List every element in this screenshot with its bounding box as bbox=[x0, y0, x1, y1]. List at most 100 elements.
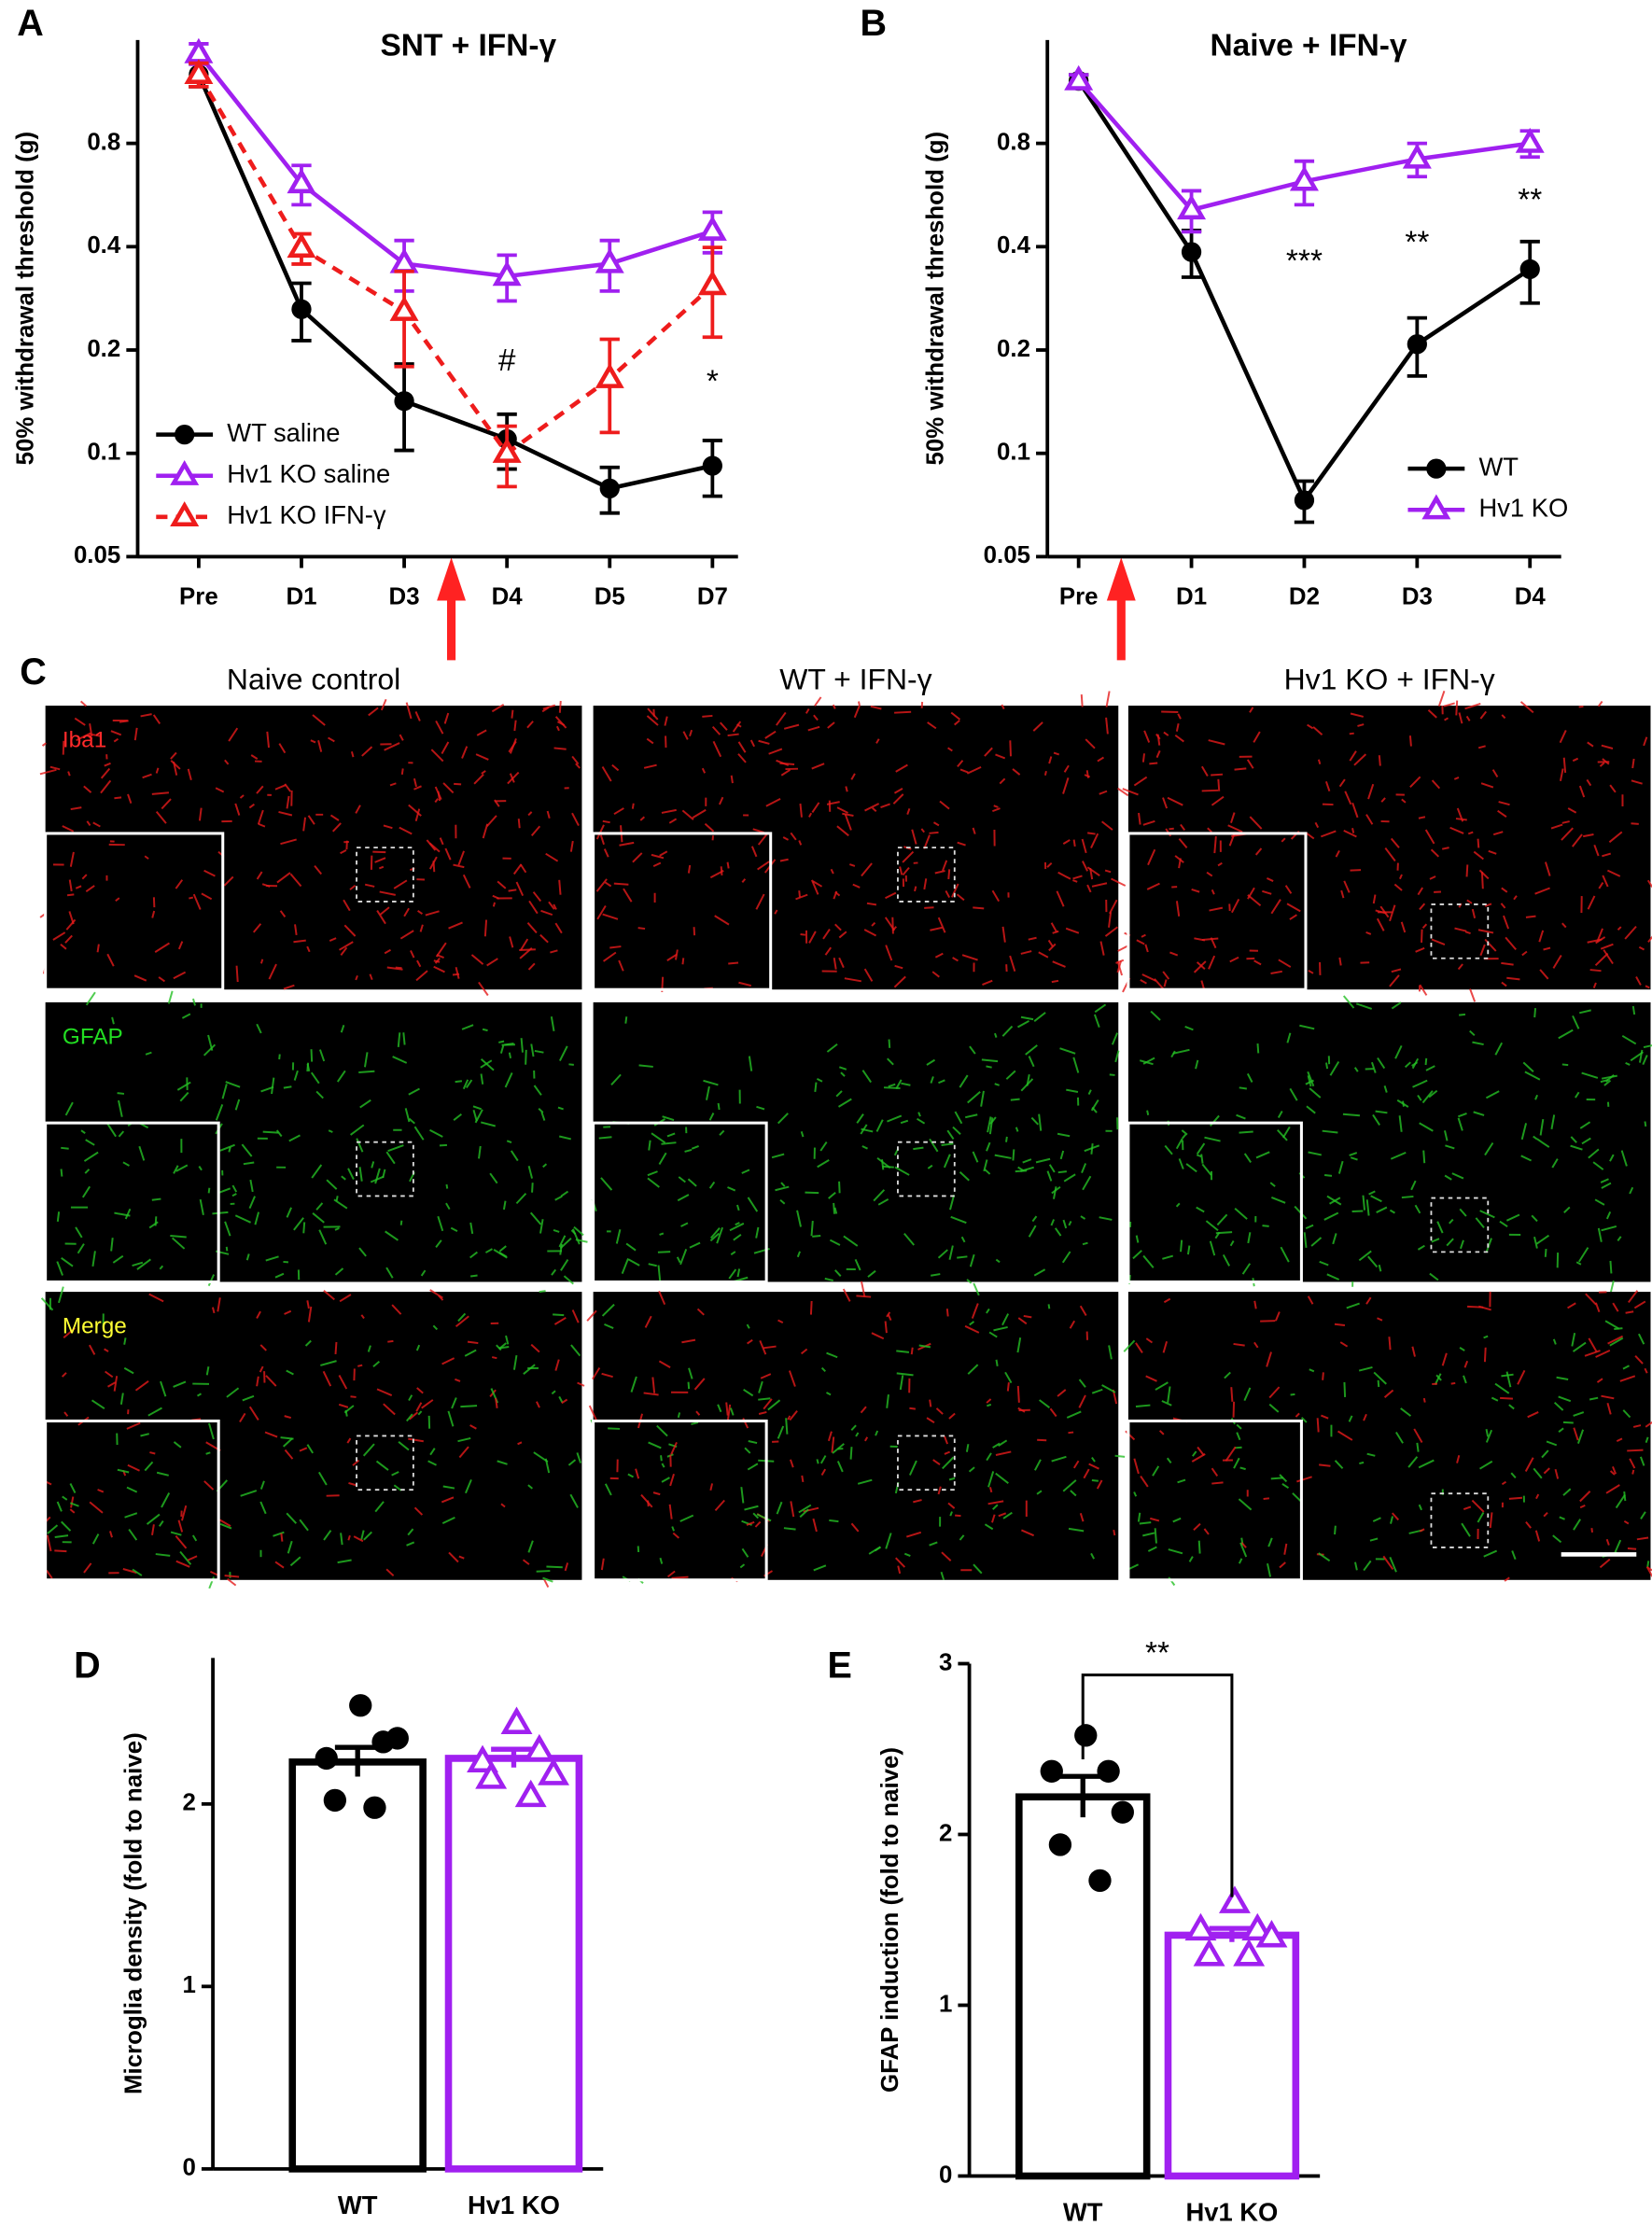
texture bbox=[1135, 1235, 1140, 1243]
texture bbox=[1517, 1369, 1526, 1385]
texture bbox=[1147, 848, 1156, 866]
texture bbox=[845, 786, 848, 792]
texture bbox=[1066, 1410, 1082, 1419]
texture bbox=[126, 1421, 141, 1430]
texture bbox=[478, 1145, 482, 1159]
texture bbox=[1009, 955, 1016, 973]
marker bbox=[1111, 1800, 1134, 1824]
texture bbox=[1096, 1479, 1103, 1490]
texture bbox=[1172, 1048, 1190, 1055]
texture bbox=[809, 1300, 813, 1315]
texture bbox=[1305, 1224, 1314, 1230]
texture bbox=[176, 1081, 191, 1091]
texture bbox=[677, 1194, 690, 1202]
texture bbox=[181, 1013, 191, 1019]
texture bbox=[1138, 812, 1141, 825]
y-axis-title: 50% withdrawal threshold (g) bbox=[13, 132, 39, 466]
marker bbox=[595, 363, 624, 388]
texture bbox=[887, 1314, 892, 1322]
texture bbox=[1627, 1449, 1644, 1452]
error-bar bbox=[334, 1744, 381, 1777]
texture bbox=[1573, 1427, 1579, 1441]
panel-label: C bbox=[20, 651, 47, 693]
texture bbox=[900, 1119, 909, 1125]
texture bbox=[866, 902, 877, 906]
texture bbox=[175, 1164, 189, 1172]
texture bbox=[104, 762, 111, 767]
marker bbox=[595, 247, 624, 273]
texture bbox=[387, 1144, 404, 1153]
texture bbox=[374, 1501, 385, 1513]
texture bbox=[944, 1435, 948, 1445]
texture bbox=[1419, 1122, 1434, 1132]
texture bbox=[1636, 1536, 1649, 1541]
texture bbox=[287, 1540, 293, 1554]
texture bbox=[717, 1102, 721, 1111]
y-tick-label: 0.8 bbox=[997, 129, 1030, 155]
texture bbox=[950, 711, 961, 721]
texture bbox=[340, 1024, 345, 1033]
texture bbox=[175, 879, 184, 889]
texture bbox=[1170, 1050, 1176, 1058]
texture bbox=[60, 1169, 63, 1177]
texture bbox=[1306, 1105, 1316, 1114]
texture bbox=[441, 741, 450, 755]
texture bbox=[1396, 1099, 1409, 1108]
texture bbox=[545, 852, 559, 862]
texture bbox=[63, 1411, 69, 1417]
texture bbox=[1319, 1463, 1331, 1467]
texture bbox=[112, 1254, 124, 1264]
texture bbox=[1163, 979, 1168, 987]
texture bbox=[725, 1402, 729, 1416]
texture bbox=[151, 791, 170, 795]
texture bbox=[465, 1478, 472, 1494]
texture bbox=[455, 1080, 463, 1084]
x-tick-label: D4 bbox=[492, 583, 524, 609]
texture bbox=[1162, 971, 1170, 980]
texture bbox=[1154, 978, 1165, 990]
texture bbox=[378, 865, 385, 870]
roi-box bbox=[897, 847, 956, 903]
texture bbox=[1562, 757, 1567, 774]
texture bbox=[709, 870, 724, 879]
texture bbox=[1562, 1421, 1574, 1424]
texture bbox=[1197, 1446, 1205, 1456]
texture bbox=[1086, 866, 1100, 877]
texture bbox=[228, 727, 239, 742]
texture bbox=[1581, 1071, 1599, 1079]
marker bbox=[1048, 1833, 1072, 1856]
texture bbox=[627, 1473, 635, 1478]
inset bbox=[44, 1121, 220, 1283]
texture bbox=[1353, 753, 1367, 766]
texture bbox=[1309, 1368, 1315, 1373]
texture bbox=[458, 1555, 465, 1560]
texture bbox=[885, 945, 893, 961]
texture bbox=[992, 1504, 999, 1510]
texture bbox=[441, 1516, 455, 1525]
texture bbox=[481, 770, 486, 775]
texture bbox=[432, 1324, 439, 1331]
texture bbox=[469, 1424, 477, 1430]
texture bbox=[173, 1380, 187, 1388]
texture bbox=[1375, 1110, 1388, 1114]
texture bbox=[299, 1519, 309, 1532]
texture bbox=[161, 1492, 171, 1508]
texture bbox=[541, 707, 550, 713]
texture bbox=[748, 1440, 758, 1445]
texture bbox=[1317, 759, 1322, 765]
texture bbox=[1028, 936, 1037, 941]
texture bbox=[1021, 1529, 1035, 1537]
texture bbox=[586, 1309, 597, 1322]
texture bbox=[1601, 1182, 1612, 1189]
y-tick-label: 0.4 bbox=[87, 232, 121, 259]
texture bbox=[763, 1398, 773, 1410]
texture bbox=[1253, 959, 1262, 966]
texture bbox=[1645, 1436, 1649, 1443]
micrograph bbox=[1127, 995, 1652, 1293]
texture bbox=[235, 965, 239, 983]
texture bbox=[62, 1495, 68, 1501]
texture bbox=[189, 896, 194, 900]
texture bbox=[274, 1561, 285, 1569]
texture bbox=[144, 855, 149, 860]
texture bbox=[570, 1229, 577, 1235]
